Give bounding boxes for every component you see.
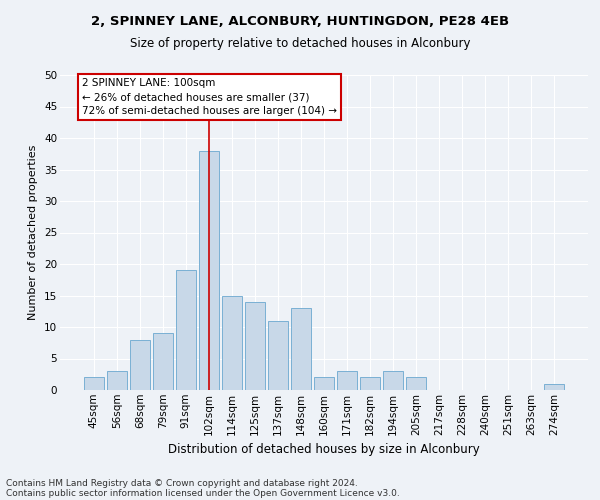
Bar: [291, 308, 311, 390]
Bar: [268, 320, 288, 390]
Bar: [176, 270, 196, 390]
Text: 2 SPINNEY LANE: 100sqm
← 26% of detached houses are smaller (37)
72% of semi-det: 2 SPINNEY LANE: 100sqm ← 26% of detached…: [82, 78, 337, 116]
Text: Size of property relative to detached houses in Alconbury: Size of property relative to detached ho…: [130, 38, 470, 51]
Text: Contains public sector information licensed under the Open Government Licence v3: Contains public sector information licen…: [6, 488, 400, 498]
Bar: [544, 384, 564, 390]
Bar: [406, 378, 426, 390]
Bar: [84, 378, 104, 390]
Y-axis label: Number of detached properties: Number of detached properties: [28, 145, 38, 320]
Bar: [337, 371, 357, 390]
Bar: [360, 378, 380, 390]
Bar: [222, 296, 242, 390]
Bar: [107, 371, 127, 390]
Bar: [245, 302, 265, 390]
Text: 2, SPINNEY LANE, ALCONBURY, HUNTINGDON, PE28 4EB: 2, SPINNEY LANE, ALCONBURY, HUNTINGDON, …: [91, 15, 509, 28]
Bar: [199, 150, 218, 390]
Bar: [314, 378, 334, 390]
Bar: [383, 371, 403, 390]
Text: Contains HM Land Registry data © Crown copyright and database right 2024.: Contains HM Land Registry data © Crown c…: [6, 478, 358, 488]
X-axis label: Distribution of detached houses by size in Alconbury: Distribution of detached houses by size …: [168, 443, 480, 456]
Bar: [130, 340, 149, 390]
Bar: [153, 334, 173, 390]
